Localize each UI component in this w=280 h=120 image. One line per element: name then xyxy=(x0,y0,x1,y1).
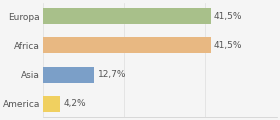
Text: 4,2%: 4,2% xyxy=(63,99,86,108)
Text: 41,5%: 41,5% xyxy=(214,12,242,21)
Text: 41,5%: 41,5% xyxy=(214,41,242,50)
Bar xyxy=(43,96,60,112)
Bar xyxy=(43,37,211,53)
Text: 12,7%: 12,7% xyxy=(97,70,126,79)
Bar xyxy=(43,67,94,83)
Bar xyxy=(43,8,211,24)
